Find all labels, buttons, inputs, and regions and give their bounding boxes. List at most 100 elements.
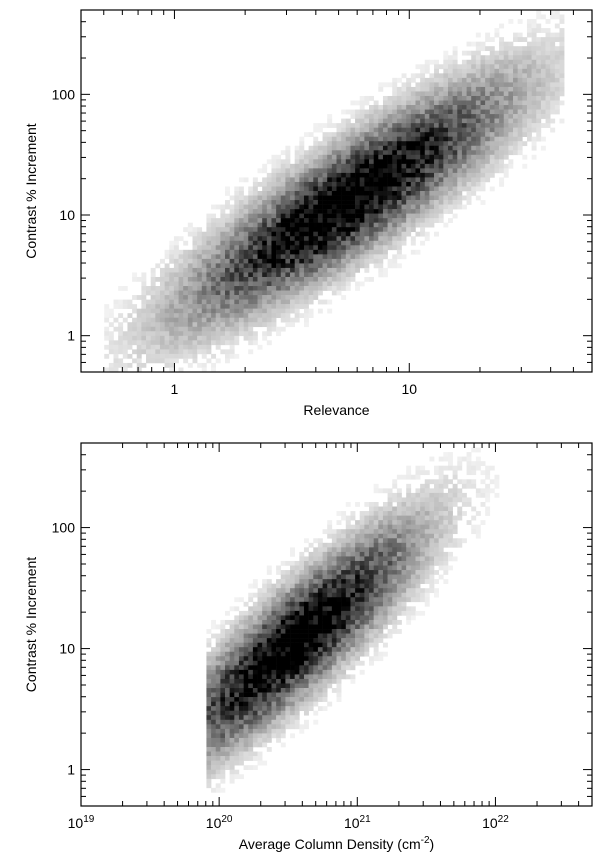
heatmap-cell	[373, 606, 379, 612]
heatmap-cell	[401, 547, 407, 553]
heatmap-cell	[471, 64, 477, 70]
heatmap-cell	[285, 159, 291, 165]
heatmap-cell	[350, 565, 356, 571]
heatmap-cell	[313, 245, 319, 251]
heatmap-cell	[355, 236, 361, 242]
heatmap-cell	[471, 127, 477, 133]
heatmap-cell	[359, 100, 365, 106]
heatmap-cell	[373, 159, 379, 165]
heatmap-cell	[243, 263, 249, 269]
heatmap-cell	[262, 299, 268, 305]
heatmap-cell	[452, 55, 458, 61]
heatmap-cell	[396, 245, 402, 251]
heatmap-cell	[276, 308, 282, 314]
heatmap-cell	[382, 245, 388, 251]
heatmap-cell	[424, 95, 430, 101]
heatmap-cell	[392, 163, 398, 169]
heatmap-cell	[299, 692, 305, 698]
heatmap-cell	[526, 41, 532, 47]
heatmap-cell	[406, 136, 412, 142]
heatmap-cell	[248, 195, 254, 201]
heatmap-cell	[536, 118, 542, 124]
heatmap-cell	[327, 610, 333, 616]
heatmap-cell	[401, 542, 407, 548]
heatmap-cell	[373, 529, 379, 535]
heatmap-cell	[336, 218, 342, 223]
heatmap-cell	[336, 191, 342, 196]
heatmap-cell	[169, 281, 175, 287]
heatmap-cell	[266, 674, 272, 680]
heatmap-cell	[183, 254, 189, 260]
heatmap-cell	[150, 276, 156, 282]
heatmap-cell	[457, 181, 463, 187]
heatmap-cell	[489, 37, 495, 42]
heatmap-cell	[373, 551, 379, 557]
heatmap-cell	[359, 258, 365, 264]
heatmap-cell	[475, 524, 481, 530]
heatmap-cell	[378, 624, 384, 630]
heatmap-cell	[471, 114, 477, 119]
heatmap-cell	[387, 123, 393, 128]
heatmap-cell	[290, 222, 295, 228]
heatmap-cell	[392, 177, 398, 183]
heatmap-cell	[303, 313, 309, 318]
heatmap-cell	[308, 583, 314, 589]
heatmap-cell	[382, 118, 388, 124]
heatmap-cell	[164, 281, 170, 287]
heatmap-cell	[461, 77, 467, 83]
heatmap-cell	[382, 249, 388, 255]
heatmap-cell	[262, 651, 268, 657]
heatmap-cell	[173, 317, 179, 323]
heatmap-cell	[331, 579, 337, 584]
heatmap-cell	[211, 340, 217, 346]
heatmap-cell	[201, 267, 207, 273]
heatmap-cell	[406, 114, 412, 119]
heatmap-cell	[420, 132, 426, 137]
heatmap-cell	[508, 19, 514, 24]
heatmap-cell	[327, 606, 333, 612]
heatmap-cell	[475, 105, 481, 110]
heatmap-cell	[299, 674, 305, 680]
heatmap-cell	[248, 706, 254, 712]
heatmap-cell	[540, 86, 546, 92]
heatmap-cell	[396, 191, 402, 196]
heatmap-cell	[401, 501, 407, 507]
heatmap-cell	[285, 186, 291, 192]
heatmap-cell	[308, 560, 314, 566]
heatmap-cell	[215, 665, 221, 671]
heatmap-cell	[429, 565, 435, 571]
heatmap-cell	[369, 633, 374, 639]
heatmap-cell	[475, 136, 481, 142]
heatmap-cell	[494, 150, 500, 156]
heatmap-cell	[471, 159, 477, 165]
heatmap-cell	[434, 141, 439, 147]
heatmap-cell	[257, 724, 263, 730]
heatmap-cell	[248, 715, 254, 721]
heatmap-cell	[192, 281, 198, 287]
heatmap-cell	[285, 222, 291, 228]
heatmap-cell	[104, 331, 110, 337]
heatmap-cell	[434, 483, 439, 489]
heatmap-cell	[438, 123, 444, 128]
heatmap-cell	[331, 688, 337, 693]
heatmap-cell	[447, 86, 453, 92]
heatmap-cell	[336, 574, 342, 580]
heatmap-cell	[420, 506, 426, 512]
heatmap-cell	[434, 100, 439, 106]
y-tick-label: 100	[52, 86, 76, 102]
heatmap-cell	[387, 105, 393, 110]
heatmap-cell	[480, 68, 486, 74]
heatmap-cell	[359, 542, 365, 548]
heatmap-cell	[201, 362, 207, 368]
heatmap-cell	[299, 579, 305, 584]
heatmap-cell	[503, 118, 509, 124]
heatmap-cell	[308, 313, 314, 318]
heatmap-cell	[378, 132, 384, 137]
heatmap-cell	[369, 141, 374, 147]
heatmap-cell	[443, 560, 449, 566]
heatmap-cell	[155, 335, 161, 341]
heatmap-cell	[178, 317, 184, 323]
heatmap-cell	[406, 465, 412, 471]
heatmap-cell	[461, 538, 467, 544]
heatmap-cell	[387, 570, 393, 575]
